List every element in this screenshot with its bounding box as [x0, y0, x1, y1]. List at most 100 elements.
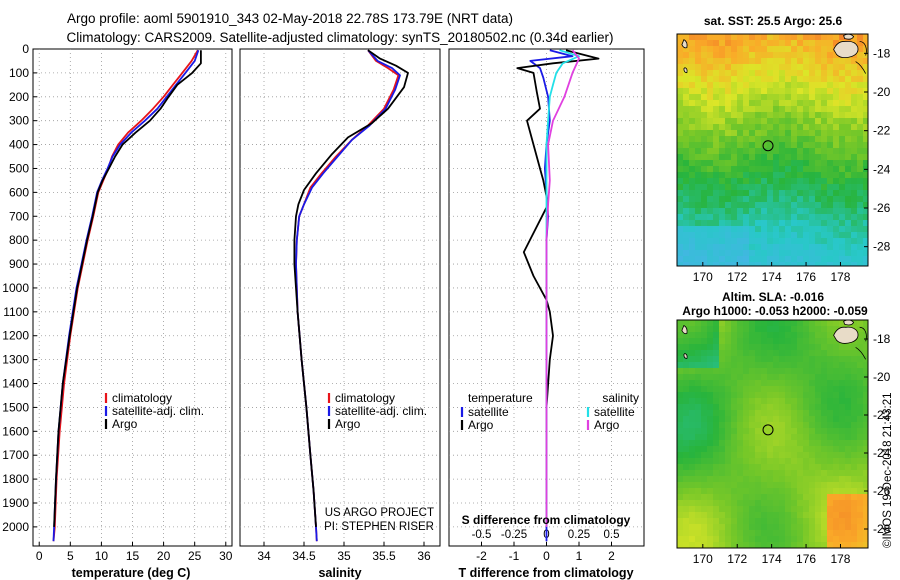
map-cell: [749, 356, 756, 363]
map-cell: [845, 112, 852, 119]
map-cell: [749, 238, 756, 245]
map-cell: [809, 250, 816, 257]
map-cell: [749, 320, 756, 327]
map-cell: [821, 136, 828, 143]
map-cell: [767, 398, 774, 405]
map-cell: [755, 226, 762, 233]
map-cell: [827, 34, 834, 41]
map-cell: [803, 410, 810, 417]
map-cell: [701, 440, 708, 447]
map-cell: [683, 46, 690, 53]
map-cell: [731, 494, 738, 501]
map-cell: [803, 398, 810, 405]
map-cell: [809, 500, 816, 507]
map-cell: [803, 326, 810, 333]
map-cell: [791, 160, 798, 167]
map-cell: [761, 326, 768, 333]
map-cell: [863, 106, 868, 113]
map-cell: [743, 166, 750, 173]
difference-x-ticks: -2 -1 0 1 2: [476, 542, 615, 563]
depth-tick-label: 2000: [2, 520, 29, 534]
map-cell: [785, 154, 792, 161]
map-cell: [833, 380, 840, 387]
map-cell: [761, 238, 768, 245]
map-cell: [797, 178, 804, 185]
map-lon-label: 178: [830, 270, 850, 284]
map-cell: [833, 124, 840, 131]
temperature-x-tick-label: 30: [219, 549, 233, 563]
map-cell: [677, 362, 684, 369]
map-cell: [851, 536, 858, 543]
map-cell: [737, 232, 744, 239]
map-cell: [677, 172, 684, 179]
map-cell: [803, 106, 810, 113]
map-cell: [773, 142, 780, 149]
map-cell: [857, 82, 864, 89]
map-lat-label: -22: [873, 124, 891, 138]
depth-tick-label: 800: [9, 233, 29, 247]
map-cell: [707, 244, 714, 251]
map-cell: [821, 452, 828, 459]
map-cell: [749, 250, 756, 257]
map-cell: [815, 482, 822, 489]
depth-tick-label: 500: [9, 161, 29, 175]
map-cell: [707, 404, 714, 411]
map-cell: [851, 368, 858, 375]
map-cell: [851, 356, 858, 363]
map-cell: [773, 166, 780, 173]
map-cell: [749, 112, 756, 119]
credit-project: US ARGO PROJECT: [325, 507, 434, 519]
map-cell: [779, 440, 786, 447]
map-cell: [773, 70, 780, 77]
map-cell: [809, 374, 816, 381]
map-cell: [719, 320, 726, 327]
map-cell: [743, 58, 750, 65]
map-cell: [725, 512, 732, 519]
map-cell: [815, 34, 822, 41]
map-cell: [719, 142, 726, 149]
map-cell: [713, 452, 720, 459]
map-cell: [761, 130, 768, 137]
map-cell: [761, 362, 768, 369]
map-cell: [785, 446, 792, 453]
map-cell: [821, 464, 828, 471]
map-cell: [851, 166, 858, 173]
map-cell: [749, 58, 756, 65]
map-cell: [785, 112, 792, 119]
map-cell: [743, 326, 750, 333]
map-cell: [851, 82, 858, 89]
salinity-series-argo: [293, 49, 409, 527]
map-cell: [677, 52, 684, 59]
map-cell: [839, 344, 846, 351]
map-cell: [743, 470, 750, 477]
map-cell: [755, 422, 762, 429]
depth-tick-label: 1300: [2, 353, 29, 367]
map-cell: [761, 440, 768, 447]
map-cell: [701, 332, 708, 339]
map-cell: [857, 184, 864, 191]
map-cell: [695, 518, 702, 525]
map-cell: [773, 214, 780, 221]
map-cell: [701, 362, 708, 369]
map-cell: [797, 512, 804, 519]
difference-series-salinity-argo: [545, 49, 580, 527]
map-cell: [677, 440, 684, 447]
map-cell: [863, 422, 868, 429]
depth-tick-label: 1500: [2, 400, 29, 414]
map-cell: [749, 446, 756, 453]
map-cell: [749, 64, 756, 71]
map-cell: [785, 220, 792, 227]
map-cell: [773, 58, 780, 65]
map-cell: [743, 410, 750, 417]
map-cell: [707, 58, 714, 65]
map-cell: [719, 410, 726, 417]
map-cell: [695, 452, 702, 459]
map-cell: [863, 410, 868, 417]
map-cell: [839, 142, 846, 149]
map-cell: [773, 434, 780, 441]
map-cell: [737, 542, 744, 548]
map-cell: [851, 512, 858, 519]
map-cell: [797, 202, 804, 209]
map-cell: [815, 416, 822, 423]
map-cell: [845, 356, 852, 363]
